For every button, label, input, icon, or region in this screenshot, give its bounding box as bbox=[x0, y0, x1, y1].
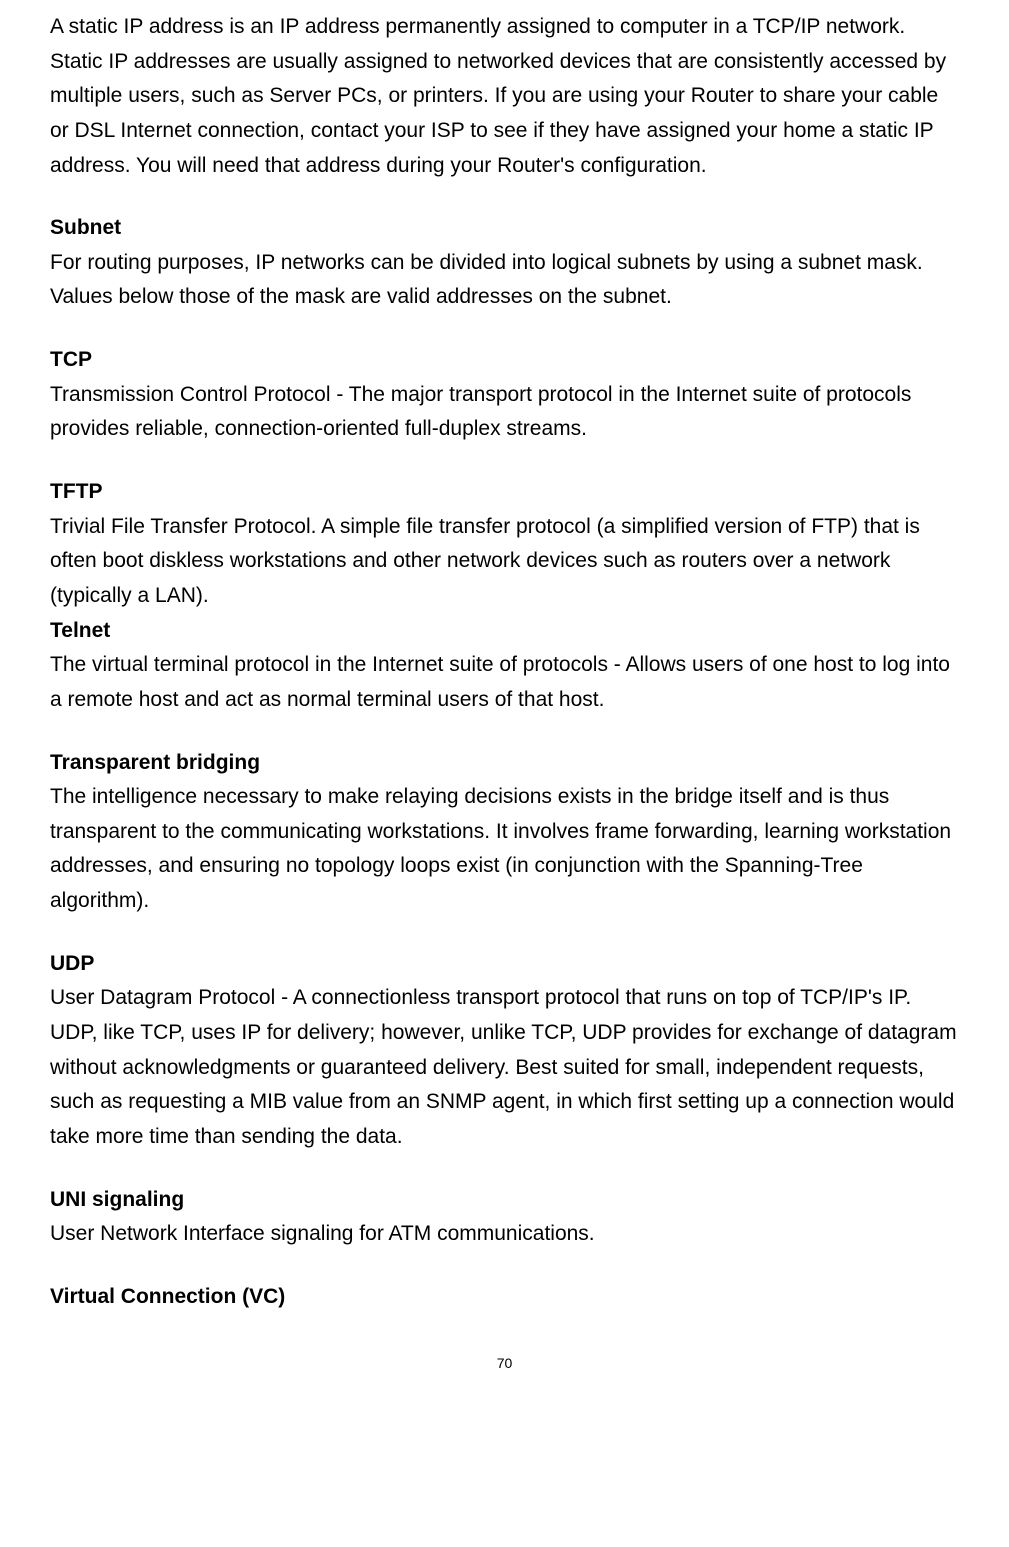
term-tcp: TCP Transmission Control Protocol - The … bbox=[50, 343, 959, 447]
term-title-telnet: Telnet bbox=[50, 614, 959, 649]
term-udp: UDP User Datagram Protocol - A connectio… bbox=[50, 947, 959, 1155]
term-body-udp: User Datagram Protocol - A connectionles… bbox=[50, 981, 959, 1154]
page-number: 70 bbox=[50, 1355, 959, 1371]
term-transparent-bridging: Transparent bridging The intelligence ne… bbox=[50, 746, 959, 919]
term-body-telnet: The virtual terminal protocol in the Int… bbox=[50, 648, 959, 717]
term-title-transparent-bridging: Transparent bridging bbox=[50, 746, 959, 781]
term-virtual-connection: Virtual Connection (VC) bbox=[50, 1280, 959, 1315]
term-title-virtual-connection: Virtual Connection (VC) bbox=[50, 1280, 959, 1315]
term-subnet: Subnet For routing purposes, IP networks… bbox=[50, 211, 959, 315]
term-title-tftp: TFTP bbox=[50, 475, 959, 510]
intro-paragraph: A static IP address is an IP address per… bbox=[50, 10, 959, 183]
term-body-transparent-bridging: The intelligence necessary to make relay… bbox=[50, 780, 959, 919]
term-title-udp: UDP bbox=[50, 947, 959, 982]
term-body-subnet: For routing purposes, IP networks can be… bbox=[50, 246, 959, 315]
term-tftp: TFTP Trivial File Transfer Protocol. A s… bbox=[50, 475, 959, 614]
term-telnet: Telnet The virtual terminal protocol in … bbox=[50, 614, 959, 718]
term-title-tcp: TCP bbox=[50, 343, 959, 378]
term-body-tftp: Trivial File Transfer Protocol. A simple… bbox=[50, 510, 959, 614]
term-body-tcp: Transmission Control Protocol - The majo… bbox=[50, 378, 959, 447]
term-body-uni-signaling: User Network Interface signaling for ATM… bbox=[50, 1217, 959, 1252]
term-uni-signaling: UNI signaling User Network Interface sig… bbox=[50, 1183, 959, 1252]
term-title-uni-signaling: UNI signaling bbox=[50, 1183, 959, 1218]
intro-body-text: A static IP address is an IP address per… bbox=[50, 10, 959, 183]
term-title-subnet: Subnet bbox=[50, 211, 959, 246]
